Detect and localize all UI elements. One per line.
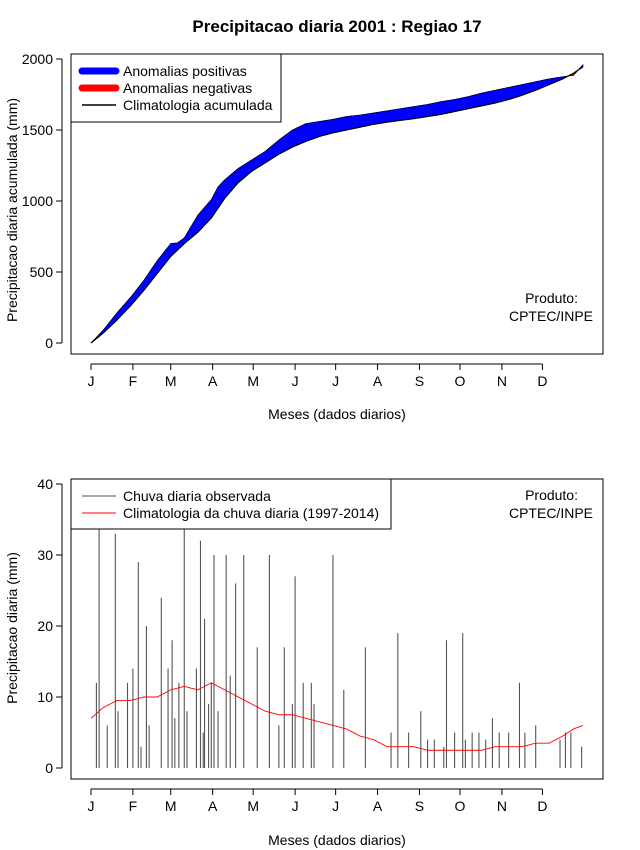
top-x-tick-label: A [208,373,218,389]
top-x-tick-label: S [415,373,424,389]
top-x-tick-label: O [455,373,466,389]
top-y-tick-label: 1000 [22,193,53,209]
bottom-y-tick-label: 20 [37,618,53,634]
top-x-tick-label: M [165,373,177,389]
top-x-tick-label: J [88,373,95,389]
bottom-x-axis-label: Meses (dados diarios) [268,832,406,848]
bottom-x-tick-label: S [415,798,424,814]
bottom-credit-line-2: CPTEC/INPE [509,505,593,521]
climatology-cumulative-line [90,66,584,344]
top-legend: Anomalias positivas Anomalias negativas … [70,53,282,123]
bottom-daily-bars [95,484,583,768]
legend-label-climatology-daily: Climatologia da chuva diaria (1997-2014) [123,505,379,521]
top-credit-line-2: CPTEC/INPE [509,308,593,324]
bottom-y-tick-label: 10 [37,689,53,705]
bottom-y-tick-label: 40 [37,476,53,492]
legend-label-negative: Anomalias negativas [123,80,252,96]
climatology-daily-line [90,682,584,751]
top-plot-frame [70,53,604,355]
chart-title: Precipitacao diaria 2001 : Regiao 17 [192,17,481,36]
top-x-tick-label: M [247,373,259,389]
legend-label-climatology: Climatologia acumulada [123,97,273,113]
bottom-lines [90,682,584,751]
top-y-axis-label: Precipitacao diaria acumulada (mm) [4,98,20,322]
legend-label-positive: Anomalias positivas [123,63,247,79]
top-y-tick-label: 500 [30,264,54,280]
top-y-tick-label: 2000 [22,51,53,67]
legend-label-observed: Chuva diaria observada [123,488,271,504]
bottom-y-axis: 0 10 20 30 40 [37,476,63,776]
bottom-credit-line-1: Produto: [525,487,578,503]
bottom-y-tick-label: 0 [45,760,53,776]
bottom-x-tick-label: M [165,798,177,814]
top-y-tick-label: 1500 [22,122,53,138]
bottom-x-tick-label: A [208,798,218,814]
bottom-legend-box [70,478,392,530]
bottom-legend: Chuva diaria observada Climatologia da c… [70,478,392,530]
bottom-x-tick-label: D [537,798,547,814]
bottom-x-tick-label: N [497,798,507,814]
top-y-tick-label: 0 [45,335,53,351]
top-x-tick-label: J [292,373,299,389]
top-y-axis: 0 500 1000 1500 2000 [22,51,63,351]
bottom-x-tick-label: J [292,798,299,814]
bottom-y-axis-label: Precipitacao diaria (mm) [4,552,20,704]
top-x-tick-label: N [497,373,507,389]
bottom-x-tick-label: J [88,798,95,814]
top-x-axis-label: Meses (dados diarios) [268,406,406,422]
bottom-x-tick-label: J [332,798,339,814]
top-panel: 0 500 1000 1500 2000 J F M A M J J A S O N D Meses (dad… [4,51,604,422]
observed-cumulative-line [90,64,584,344]
top-x-tick-label: F [129,373,138,389]
bottom-x-tick-label: O [455,798,466,814]
bottom-y-tick-label: 30 [37,547,53,563]
bottom-x-tick-label: F [129,798,138,814]
bottom-x-tick-label: A [373,798,383,814]
top-credit-line-1: Produto: [525,290,578,306]
bottom-x-tick-label: M [247,798,259,814]
top-x-tick-label: A [373,373,383,389]
top-lines [90,64,584,344]
bottom-panel: 0 10 20 30 40 J F M A M J J A S O N D Meses (dados diar… [4,476,604,848]
top-x-tick-label: J [332,373,339,389]
top-x-tick-label: D [537,373,547,389]
